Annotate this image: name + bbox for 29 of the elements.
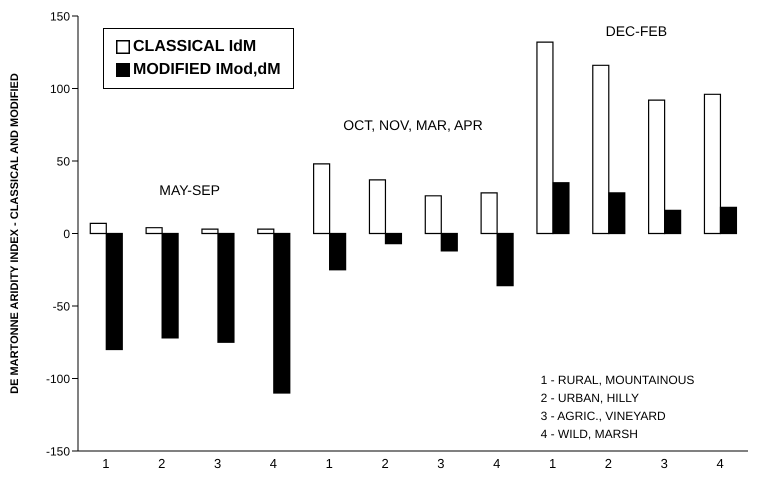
x-tick-label: 2 [158, 456, 166, 472]
x-tick-label: 2 [604, 456, 612, 472]
y-tick-label: -100 [46, 372, 70, 386]
x-tick-label: 3 [214, 456, 222, 472]
y-tick-label: 50 [56, 154, 70, 168]
y-axis-title: DE MARTONNE ARIDITY INDEX - CLASSICAL AND MODIFIED [8, 73, 21, 394]
x-tick-label: 2 [381, 456, 389, 472]
annotation: 3 - AGRIC., VINEYARD [540, 408, 667, 424]
annotation: 1 - RURAL, MOUNTAINOUS [540, 372, 694, 388]
legend-label: CLASSICAL IdM [133, 38, 256, 56]
annotation: 4 - WILD, MARSH [540, 426, 639, 442]
x-tick-label: 1 [548, 456, 556, 472]
x-tick-label: 1 [102, 456, 110, 472]
x-tick-label: 4 [716, 456, 724, 472]
x-tick-label: 3 [660, 456, 668, 472]
x-tick-label: 3 [437, 456, 445, 472]
y-tick-label: 0 [63, 226, 70, 241]
y-tick-label: 150 [50, 9, 70, 24]
x-tick-label: 4 [270, 456, 278, 472]
legend-label: MODIFIED IMod,dM [133, 61, 281, 79]
annotation: OCT, NOV, MAR, APR [342, 116, 484, 133]
y-tick-label: -150 [46, 444, 70, 458]
annotation: DEC-FEB [604, 22, 668, 38]
x-tick-label: 4 [493, 456, 500, 472]
annotation: MAY-SEP [158, 182, 221, 198]
x-tick-label: 1 [326, 456, 333, 472]
y-tick-label: 100 [50, 82, 70, 96]
y-tick-label: -50 [52, 299, 70, 314]
annotation: 2 - URBAN, HILLY [540, 390, 640, 406]
